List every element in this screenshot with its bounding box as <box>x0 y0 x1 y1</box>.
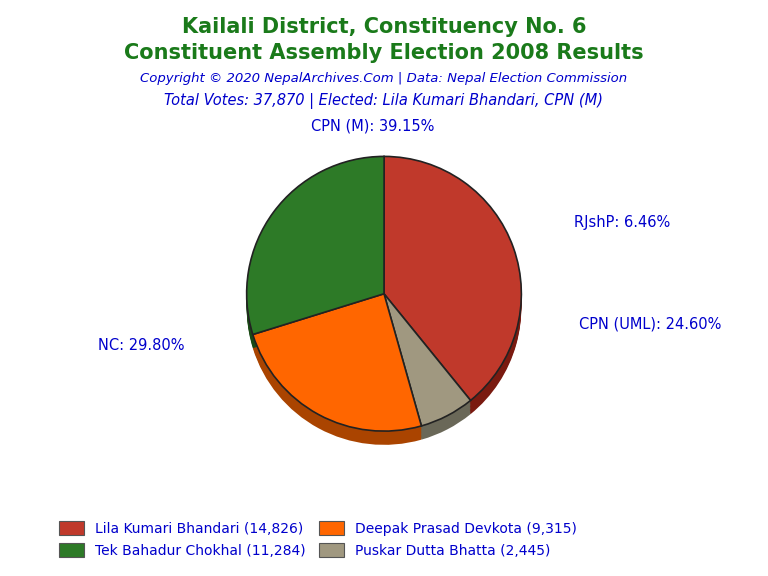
Wedge shape <box>384 306 471 438</box>
Wedge shape <box>384 162 521 406</box>
Wedge shape <box>384 159 521 403</box>
Wedge shape <box>384 161 521 404</box>
Wedge shape <box>384 298 471 430</box>
Wedge shape <box>253 297 422 434</box>
Wedge shape <box>247 168 384 346</box>
Wedge shape <box>384 158 521 402</box>
Text: NC: 29.80%: NC: 29.80% <box>98 339 185 354</box>
Wedge shape <box>247 161 384 339</box>
Wedge shape <box>384 294 471 426</box>
Wedge shape <box>384 295 471 427</box>
Wedge shape <box>253 300 422 437</box>
Wedge shape <box>247 157 384 335</box>
Text: Copyright © 2020 NepalArchives.Com | Data: Nepal Election Commission: Copyright © 2020 NepalArchives.Com | Dat… <box>141 72 627 85</box>
Wedge shape <box>384 301 471 433</box>
Wedge shape <box>384 166 521 410</box>
Text: RJshP: 6.46%: RJshP: 6.46% <box>574 215 670 230</box>
Wedge shape <box>247 162 384 340</box>
Wedge shape <box>253 294 422 431</box>
Wedge shape <box>384 163 521 407</box>
Wedge shape <box>247 159 384 337</box>
Wedge shape <box>253 305 422 442</box>
Text: CPN (UML): 24.60%: CPN (UML): 24.60% <box>579 316 721 331</box>
Wedge shape <box>253 302 422 439</box>
Wedge shape <box>253 298 422 435</box>
Wedge shape <box>253 295 422 433</box>
Wedge shape <box>247 166 384 344</box>
Text: Total Votes: 37,870 | Elected: Lila Kumari Bhandari, CPN (M): Total Votes: 37,870 | Elected: Lila Kuma… <box>164 93 604 109</box>
Wedge shape <box>247 158 384 336</box>
Wedge shape <box>253 304 422 441</box>
Wedge shape <box>384 305 471 437</box>
Wedge shape <box>384 157 521 400</box>
Wedge shape <box>247 163 384 342</box>
Wedge shape <box>384 165 521 408</box>
Wedge shape <box>247 169 384 347</box>
Wedge shape <box>253 308 422 445</box>
Wedge shape <box>384 300 471 431</box>
Wedge shape <box>247 170 384 348</box>
Wedge shape <box>384 304 471 435</box>
Wedge shape <box>384 297 471 429</box>
Wedge shape <box>384 169 521 413</box>
Text: Constituent Assembly Election 2008 Results: Constituent Assembly Election 2008 Resul… <box>124 43 644 63</box>
Wedge shape <box>384 170 521 414</box>
Legend: Lila Kumari Bhandari (14,826), Tek Bahadur Chokhal (11,284), Deepak Prasad Devko: Lila Kumari Bhandari (14,826), Tek Bahad… <box>53 516 583 563</box>
Wedge shape <box>253 301 422 438</box>
Wedge shape <box>253 306 422 444</box>
Text: Kailali District, Constituency No. 6: Kailali District, Constituency No. 6 <box>182 17 586 37</box>
Text: CPN (M): 39.15%: CPN (M): 39.15% <box>311 119 435 134</box>
Wedge shape <box>384 168 521 411</box>
Wedge shape <box>384 302 471 434</box>
Wedge shape <box>384 308 471 439</box>
Wedge shape <box>247 165 384 343</box>
